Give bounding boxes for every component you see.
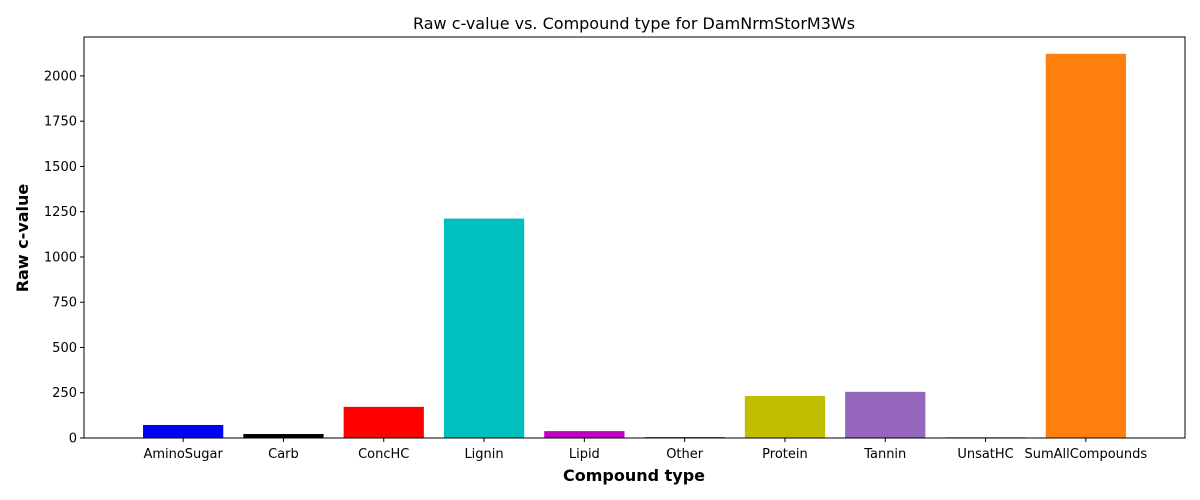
y-tick-label: 1750	[44, 115, 77, 130]
y-tick-label: 250	[52, 386, 77, 401]
bar-conchc	[343, 406, 424, 438]
x-tick-label: Lignin	[464, 447, 503, 462]
bar-carb	[243, 434, 324, 438]
x-axis: AminoSugar Carb ConcHC Lignin Lipid Other Prot…	[143, 438, 1147, 462]
bar-aminosugar	[143, 424, 224, 438]
x-tick-label: Lipid	[569, 447, 600, 462]
plot-area	[83, 36, 1186, 439]
y-tick-label: 750	[52, 296, 77, 311]
x-tick-label: Tannin	[863, 447, 906, 462]
x-tick-label: ConcHC	[358, 447, 409, 462]
x-tick-label: UnsatHC	[957, 447, 1013, 462]
x-axis-label: Compound type	[563, 466, 705, 485]
plot-frame	[83, 36, 1186, 439]
bar-lipid	[544, 431, 625, 438]
y-tick-label: 2000	[44, 69, 77, 84]
y-axis-label: Raw c-value	[13, 184, 32, 293]
y-tick-label: 1000	[44, 250, 77, 265]
x-tick-label: SumAllCompounds	[1025, 447, 1148, 462]
y-tick-label: 1500	[44, 160, 77, 175]
bar-lignin	[443, 218, 525, 438]
bar-sumallcompounds	[1045, 53, 1126, 439]
x-tick-label: Protein	[762, 447, 808, 462]
y-tick-label: 500	[52, 341, 77, 356]
bar-protein	[744, 396, 826, 438]
x-tick-label: AminoSugar	[143, 447, 223, 462]
chart-title: Raw c-value vs. Compound type for DamNrm…	[413, 14, 855, 33]
bar-tannin	[845, 391, 926, 438]
y-tick-label: 0	[69, 432, 77, 447]
y-axis: 0 250 500 750 1000 1250 1500 1750 2000	[44, 69, 84, 447]
x-tick-label: Other	[666, 447, 704, 462]
x-tick-label: Carb	[268, 447, 299, 462]
y-tick-label: 1250	[44, 205, 77, 220]
